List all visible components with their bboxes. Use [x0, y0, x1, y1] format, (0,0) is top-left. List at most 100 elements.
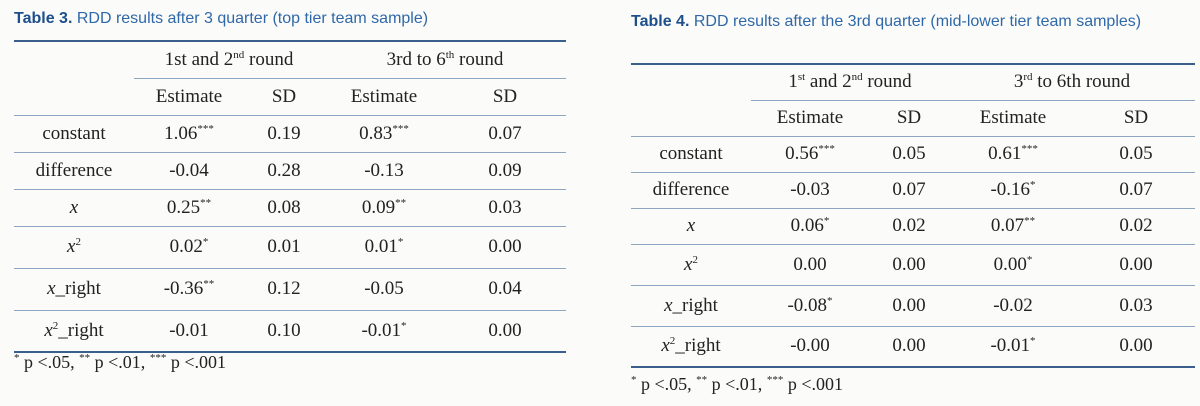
table-row: constant 0.56*** 0.05 0.61*** 0.05 — [631, 135, 1195, 172]
table-3-caption: Table 3. RDD results after 3 quarter (to… — [14, 9, 570, 29]
column-header-sd: SD — [1123, 107, 1149, 128]
table-4-group-header: 1st and 2nd round 3rd to 6th round — [631, 63, 1195, 101]
sd-cell: 0.05 — [869, 135, 949, 172]
estimate-cell: -0.36** — [134, 267, 244, 310]
estimate-cell: -0.01* — [949, 325, 1077, 368]
estimate-cell: 0.00 — [751, 243, 869, 285]
table-row: difference -0.03 0.07 -0.16* 0.07 — [631, 171, 1195, 208]
table-4-caption: Table 4. RDD results after the 3rd quart… — [631, 12, 1200, 32]
table-4-label: Table 4. — [631, 13, 690, 30]
table-4-group-1: 1st and 2nd round — [751, 63, 949, 101]
table-4-title: RDD results after the 3rd quarter (mid-l… — [693, 13, 1142, 30]
row-label: x2_right — [14, 309, 134, 353]
column-header-sd: SD — [271, 85, 297, 107]
row-label: x2 — [631, 243, 751, 285]
table-4-footnote: * p <.05, ** p <.01, *** p <.001 — [631, 374, 843, 394]
estimate-cell: 0.25** — [134, 188, 244, 226]
estimate-cell: 0.00* — [949, 243, 1077, 285]
column-header-estimate: Estimate — [155, 85, 223, 107]
estimate-cell: 0.06* — [751, 207, 869, 244]
sd-cell: 0.08 — [244, 188, 324, 226]
estimate-cell: -0.05 — [324, 267, 444, 310]
table-row: constant 1.06*** 0.19 0.83*** 0.07 — [14, 114, 566, 152]
sd-cell: 0.00 — [869, 325, 949, 368]
table-3-group-header: 1st and 2nd round 3rd to 6th round — [14, 40, 566, 79]
table-3-panel: Table 3. RDD results after 3 quarter (to… — [0, 0, 570, 372]
sd-cell: 0.19 — [244, 114, 324, 152]
row-label: difference — [631, 171, 751, 208]
table-row: x2_right -0.01 0.10 -0.01* 0.00 — [14, 309, 566, 353]
row-label: x2 — [14, 225, 134, 268]
column-header-estimate: Estimate — [979, 107, 1047, 128]
row-label: constant — [14, 114, 134, 152]
sd-cell: 0.00 — [869, 284, 949, 326]
column-header-sd: SD — [896, 107, 922, 128]
estimate-cell: 0.07** — [949, 207, 1077, 244]
estimate-cell: -0.01* — [324, 309, 444, 353]
table-3-column-header: Estimate SD Estimate SD — [14, 78, 566, 115]
estimate-cell: -0.03 — [751, 171, 869, 208]
column-header-sd: SD — [492, 85, 518, 107]
row-label: x_right — [631, 284, 751, 326]
table-3-body: constant 1.06*** 0.19 0.83*** 0.07 difference… — [14, 114, 566, 353]
row-label: x — [14, 188, 134, 226]
table-3-group-2: 3rd to 6th round — [324, 40, 566, 79]
estimate-cell: -0.08* — [751, 284, 869, 326]
estimate-cell: -0.04 — [134, 151, 244, 189]
sd-cell: 0.03 — [444, 188, 566, 226]
sd-cell: 0.00 — [1077, 325, 1195, 368]
table-row: x_right -0.36** 0.12 -0.05 0.04 — [14, 267, 566, 310]
estimate-cell: -0.16* — [949, 171, 1077, 208]
sd-cell: 0.02 — [869, 207, 949, 244]
row-label: x2_right — [631, 325, 751, 368]
table-row: x 0.06* 0.02 0.07** 0.02 — [631, 207, 1195, 244]
estimate-cell: 1.06*** — [134, 114, 244, 152]
row-label: x_right — [14, 267, 134, 310]
table-4-column-header: Estimate SD Estimate SD — [631, 100, 1195, 136]
row-label: constant — [631, 135, 751, 172]
table-3: 1st and 2nd round 3rd to 6th round Estim… — [14, 40, 566, 353]
sd-cell: 0.28 — [244, 151, 324, 189]
sd-cell: 0.09 — [444, 151, 566, 189]
estimate-cell: 0.56*** — [751, 135, 869, 172]
column-header-estimate: Estimate — [776, 107, 844, 128]
sd-cell: 0.00 — [869, 243, 949, 285]
table-row: x 0.25** 0.08 0.09** 0.03 — [14, 188, 566, 226]
sd-cell: 0.01 — [244, 225, 324, 268]
sd-cell: 0.12 — [244, 267, 324, 310]
column-header-estimate: Estimate — [350, 85, 418, 107]
row-label: x — [631, 207, 751, 244]
table-row: difference -0.04 0.28 -0.13 0.09 — [14, 151, 566, 189]
estimate-cell: 0.01* — [324, 225, 444, 268]
sd-cell: 0.00 — [444, 225, 566, 268]
sd-cell: 0.02 — [1077, 207, 1195, 244]
sd-cell: 0.03 — [1077, 284, 1195, 326]
table-4: 1st and 2nd round 3rd to 6th round Estim… — [631, 63, 1195, 368]
sd-cell: 0.00 — [1077, 243, 1195, 285]
sd-cell: 0.00 — [444, 309, 566, 353]
estimate-cell: 0.61*** — [949, 135, 1077, 172]
table-row: x2 0.00 0.00 0.00* 0.00 — [631, 243, 1195, 285]
sd-cell: 0.05 — [1077, 135, 1195, 172]
sd-cell: 0.10 — [244, 309, 324, 353]
table-3-footnote: * p <.05, ** p <.01, *** p <.001 — [14, 352, 226, 372]
sd-cell: 0.07 — [869, 171, 949, 208]
table-row: x2_right -0.00 0.00 -0.01* 0.00 — [631, 325, 1195, 368]
estimate-cell: -0.02 — [949, 284, 1077, 326]
table-row: x2 0.02* 0.01 0.01* 0.00 — [14, 225, 566, 268]
sd-cell: 0.07 — [1077, 171, 1195, 208]
table-row: x_right -0.08* 0.00 -0.02 0.03 — [631, 284, 1195, 326]
estimate-cell: -0.00 — [751, 325, 869, 368]
estimate-cell: -0.01 — [134, 309, 244, 353]
table-3-group-1: 1st and 2nd round — [134, 40, 324, 79]
table-3-label: Table 3. — [14, 10, 73, 27]
table-4-group-2: 3rd to 6th round — [949, 63, 1195, 101]
table-3-title: RDD results after 3 quarter (top tier te… — [76, 10, 429, 27]
sd-cell: 0.04 — [444, 267, 566, 310]
estimate-cell: 0.09** — [324, 188, 444, 226]
row-label: difference — [14, 151, 134, 189]
table-4-body: constant 0.56*** 0.05 0.61*** 0.05 difference… — [631, 135, 1195, 368]
estimate-cell: -0.13 — [324, 151, 444, 189]
estimate-cell: 0.02* — [134, 225, 244, 268]
table-4-panel: Table 4. RDD results after the 3rd quart… — [625, 0, 1200, 394]
